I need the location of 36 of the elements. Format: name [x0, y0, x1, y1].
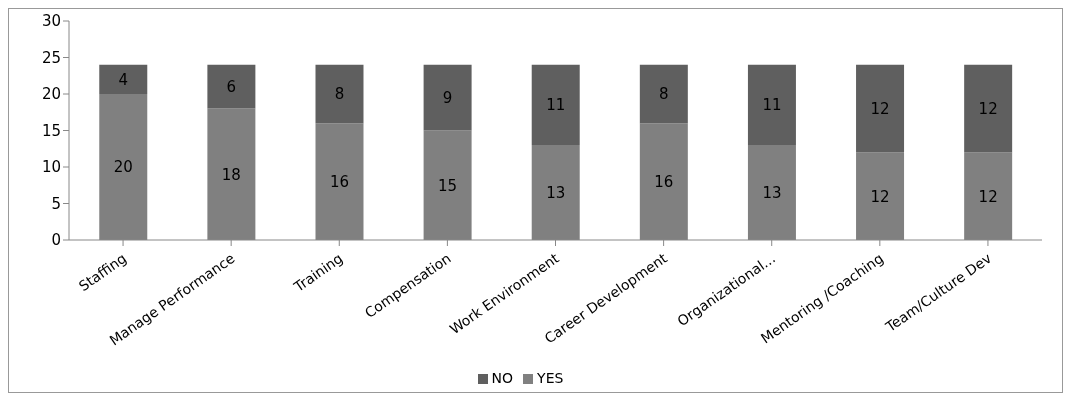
data-label: 11 [762, 96, 782, 115]
legend-label: NO [491, 370, 514, 386]
bar [99, 64, 148, 94]
data-label: 12 [978, 99, 998, 118]
data-label: 12 [978, 187, 998, 206]
y-tick-label: 5 [51, 194, 61, 213]
bar [639, 64, 688, 124]
bar [207, 64, 256, 109]
data-label: 13 [546, 183, 566, 202]
legend-label: YES [537, 370, 564, 386]
data-label: 15 [438, 176, 458, 195]
data-label: 13 [762, 183, 782, 202]
bar [423, 64, 472, 131]
data-label: 16 [654, 172, 674, 191]
data-label: 18 [221, 165, 241, 184]
data-label: 11 [546, 96, 566, 115]
bar [747, 64, 796, 146]
data-label: 20 [113, 158, 133, 177]
bar [315, 64, 364, 124]
y-tick-label: 0 [51, 231, 61, 250]
data-label: 12 [870, 187, 890, 206]
y-tick-label: 30 [41, 12, 61, 31]
data-label: 8 [659, 85, 669, 104]
data-label: 12 [870, 99, 890, 118]
y-tick-label: 10 [41, 158, 61, 177]
data-label: 4 [118, 70, 129, 89]
bar [964, 64, 1013, 153]
y-tick-label: 15 [41, 121, 61, 140]
data-label: 8 [334, 85, 345, 104]
y-tick-label: 25 [41, 48, 61, 67]
data-label: 16 [329, 172, 350, 191]
data-label: 9 [442, 88, 453, 107]
y-tick-label: 20 [41, 85, 61, 104]
data-label: 6 [226, 78, 237, 97]
bar [856, 64, 905, 153]
bar [531, 64, 580, 146]
